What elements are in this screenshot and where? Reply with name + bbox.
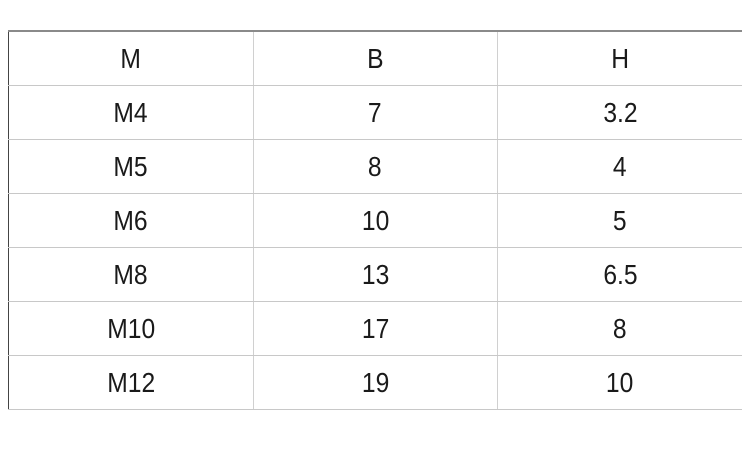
table-cell: 10 <box>497 355 742 410</box>
cell-value: 10 <box>361 204 389 236</box>
table-cell: 19 <box>253 355 498 410</box>
table-row: M10 17 8 <box>8 301 742 356</box>
table-cell: 8 <box>253 139 498 194</box>
cell-value: 8 <box>613 312 627 344</box>
cell-value: M6 <box>113 204 148 236</box>
header-cell-h: H <box>497 31 742 86</box>
table-row: M5 8 4 <box>8 139 742 194</box>
cell-value: 19 <box>361 366 389 398</box>
cell-value: 6.5 <box>602 258 638 290</box>
table-cell: M4 <box>8 85 254 140</box>
cell-value: M8 <box>113 258 148 290</box>
table-cell: M6 <box>8 193 254 248</box>
table-cell: 4 <box>497 139 742 194</box>
table-cell: 3.2 <box>497 85 742 140</box>
table-cell: 5 <box>497 193 742 248</box>
cell-value: M4 <box>113 96 148 128</box>
table-cell: 6.5 <box>497 247 742 302</box>
cell-value: M5 <box>113 150 148 182</box>
table-row: M4 7 3.2 <box>8 85 742 140</box>
dimension-table: M B H M4 7 3.2 M5 8 4 M6 10 5 M8 13 6.5 M10 17 8 M12 19 1… <box>8 30 742 410</box>
table-cell: 8 <box>497 301 742 356</box>
cell-value: 10 <box>606 366 634 398</box>
table-row: M8 13 6.5 <box>8 247 742 302</box>
table-cell: 10 <box>253 193 498 248</box>
header-cell-m: M <box>8 31 254 86</box>
table-cell: M5 <box>8 139 254 194</box>
header-row: M B H <box>8 31 742 86</box>
cell-value: 17 <box>361 312 389 344</box>
table-cell: M12 <box>8 355 254 410</box>
cell-value: 3.2 <box>602 96 638 128</box>
table-body: M B H M4 7 3.2 M5 8 4 M6 10 5 M8 13 6.5 M10 17 8 M12 19 1… <box>8 31 742 410</box>
header-cell-b: B <box>253 31 498 86</box>
table-cell: M8 <box>8 247 254 302</box>
table-cell: 7 <box>253 85 498 140</box>
table-cell: 17 <box>253 301 498 356</box>
cell-value: 4 <box>613 150 627 182</box>
table-cell: 13 <box>253 247 498 302</box>
table-cell: M10 <box>8 301 254 356</box>
cell-value: M10 <box>106 312 155 344</box>
cell-value: M12 <box>106 366 155 398</box>
cell-value: 8 <box>368 150 383 182</box>
table-row: M6 10 5 <box>8 193 742 248</box>
table-row: M12 19 10 <box>8 355 742 410</box>
cell-value: 13 <box>361 258 389 290</box>
cell-value: 5 <box>613 204 627 236</box>
cell-value: 7 <box>368 96 383 128</box>
